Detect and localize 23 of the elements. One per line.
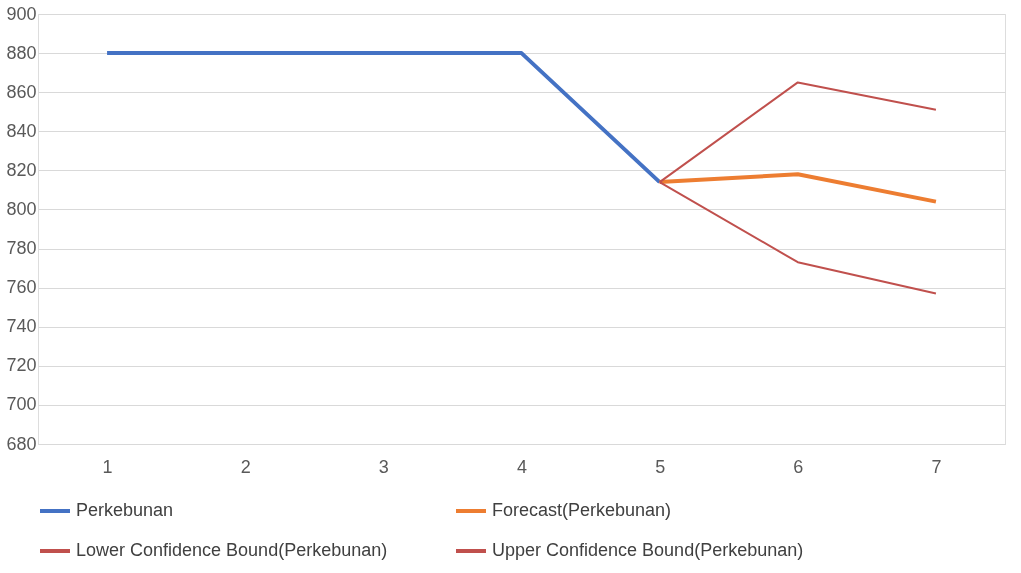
legend-label: Lower Confidence Bound(Perkebunan) (76, 540, 388, 560)
x-tick-label: 1 (102, 456, 113, 477)
y-tick-label: 860 (6, 81, 37, 102)
x-tick-label: 3 (378, 456, 389, 477)
y-tick-label: 740 (6, 316, 37, 337)
x-tick-label: 6 (793, 456, 804, 477)
y-tick-label: 880 (6, 42, 37, 63)
y-tick-label: 900 (6, 3, 37, 24)
y-tick-label: 720 (6, 355, 37, 376)
legend-label: Upper Confidence Bound(Perkebunan) (492, 540, 804, 560)
legend-label: Perkebunan (76, 500, 174, 520)
x-tick-label: 5 (655, 456, 666, 477)
y-tick-label: 700 (6, 394, 37, 415)
x-tick-label: 2 (240, 456, 251, 477)
legend-label: Forecast(Perkebunan) (492, 500, 672, 520)
y-tick-label: 820 (6, 159, 37, 180)
y-tick-label: 840 (6, 120, 37, 141)
y-tick-label: 680 (6, 433, 37, 454)
y-tick-label: 760 (6, 277, 37, 298)
y-tick-label: 780 (6, 238, 37, 259)
y-tick-label: 800 (6, 198, 37, 219)
x-tick-label: 4 (516, 456, 528, 477)
x-tick-label: 7 (931, 456, 942, 477)
